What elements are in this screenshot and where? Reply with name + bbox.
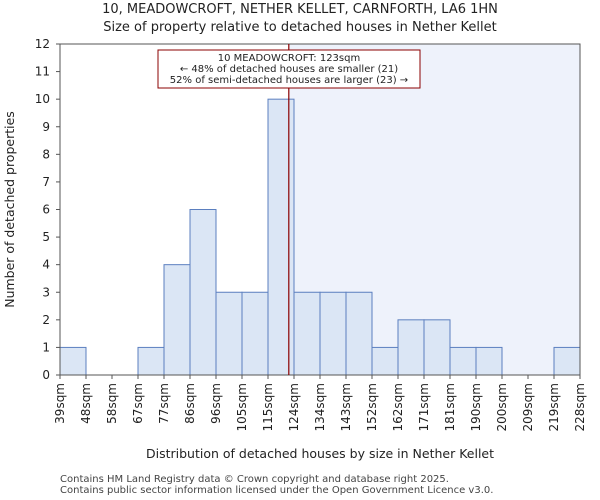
bar-152sqm — [371, 346, 399, 376]
y-tick-label: 7 — [42, 175, 50, 189]
x-tick-label: 162sqm — [391, 383, 405, 431]
y-tick-label: 9 — [42, 120, 50, 134]
x-tick-label: 96sqm — [209, 383, 223, 424]
y-tick-label: 5 — [42, 230, 50, 244]
bar-39sqm — [59, 346, 87, 376]
x-tick-label: 39sqm — [53, 383, 67, 424]
bar-115sqm — [267, 98, 295, 376]
x-tick-label: 152sqm — [365, 383, 379, 431]
y-tick-label: 0 — [42, 368, 50, 382]
marker-annotation: 10 MEADOWCROFT: 123sqm ← 48% of detached… — [157, 49, 421, 89]
bar-162sqm — [397, 319, 425, 376]
annotation-line-1: 10 MEADOWCROFT: 123sqm — [218, 53, 360, 64]
x-tick-label: 48sqm — [79, 383, 93, 424]
y-tick-label: 10 — [35, 92, 50, 106]
x-tick-label: 86sqm — [183, 383, 197, 424]
bar-86sqm — [189, 209, 217, 376]
x-tick-label: 115sqm — [261, 383, 275, 431]
x-tick-label: 171sqm — [417, 383, 431, 431]
bar-124sqm — [293, 291, 321, 376]
x-tick-label: 143sqm — [339, 383, 353, 431]
chart-subtitle: Size of property relative to detached ho… — [103, 20, 497, 35]
x-tick-label: 58sqm — [105, 383, 119, 424]
bar-190sqm — [475, 346, 503, 376]
annotation-line-2: ← 48% of detached houses are smaller (21… — [180, 64, 398, 75]
footer-line-2: Contains public sector information licen… — [60, 485, 494, 496]
bar-96sqm — [215, 291, 243, 376]
x-tick-label: 124sqm — [287, 383, 301, 431]
annotation-box — [157, 49, 421, 89]
bar-171sqm — [423, 319, 451, 376]
y-tick-label: 6 — [42, 203, 50, 217]
bar-67sqm — [137, 346, 165, 376]
bar-134sqm — [319, 291, 347, 376]
bar-219sqm — [553, 346, 581, 376]
x-tick-label: 105sqm — [235, 383, 249, 431]
bar-143sqm — [345, 291, 373, 376]
y-tick-label: 11 — [35, 65, 50, 79]
x-tick-label: 219sqm — [547, 383, 561, 431]
y-tick-label: 1 — [42, 340, 50, 354]
x-tick-label: 209sqm — [521, 383, 535, 431]
chart-title: 10, MEADOWCROFT, NETHER KELLET, CARNFORT… — [102, 2, 498, 17]
plot-frame — [59, 43, 581, 376]
y-tick-label: 2 — [42, 313, 50, 327]
x-axis-label: Distribution of detached houses by size … — [146, 446, 494, 461]
x-tick-label: 77sqm — [157, 383, 171, 424]
bar-181sqm — [449, 346, 477, 376]
annotation-line-3: 52% of semi-detached houses are larger (… — [170, 75, 408, 86]
x-tick-label: 228sqm — [573, 383, 587, 431]
y-tick-label: 4 — [42, 258, 50, 272]
y-axis-label: Number of detached properties — [2, 111, 17, 308]
x-tick-label: 134sqm — [313, 383, 327, 431]
y-tick-label: 3 — [42, 285, 50, 299]
bar-77sqm — [163, 264, 191, 376]
y-tick-label: 8 — [42, 147, 50, 161]
y-tick-label: 12 — [35, 37, 50, 51]
x-tick-label: 181sqm — [443, 383, 457, 431]
x-tick-label: 67sqm — [131, 383, 145, 424]
x-tick-label: 190sqm — [469, 383, 483, 431]
bar-105sqm — [241, 291, 269, 376]
footer-line-1: Contains HM Land Registry data © Crown c… — [60, 474, 449, 485]
x-tick-label: 200sqm — [495, 383, 509, 431]
